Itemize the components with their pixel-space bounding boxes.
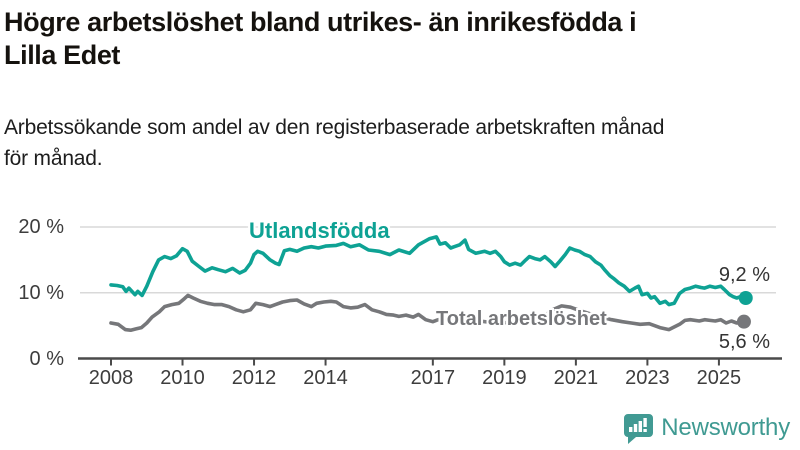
x-axis-label: 2025 bbox=[696, 367, 742, 389]
line-chart: Utlandsfödda Total arbetslöshet 9,2 % 5,… bbox=[0, 200, 800, 400]
series-end-dot bbox=[736, 314, 751, 329]
newsworthy-logo[interactable]: Newsworthy bbox=[620, 411, 790, 445]
bar-chart-speech-bubble-icon bbox=[624, 414, 654, 444]
x-axis-label: 2019 bbox=[482, 367, 527, 389]
x-axis-label: 2023 bbox=[625, 367, 670, 389]
series-line bbox=[109, 293, 746, 332]
subtitle-line-2: för månad. bbox=[4, 147, 103, 170]
x-axis-label: 2014 bbox=[303, 367, 348, 389]
title-line-1: Högre arbetslöshet bland utrikes- än inr… bbox=[4, 7, 637, 37]
x-axis-label: 2008 bbox=[88, 367, 134, 389]
page-title: Högre arbetslöshet bland utrikes- än inr… bbox=[4, 6, 796, 72]
end-value-label-total: 5,6 % bbox=[718, 331, 770, 353]
x-axis-label: 2012 bbox=[231, 367, 277, 389]
subtitle-line-1: Arbetssökande som andel av den registerb… bbox=[4, 116, 665, 139]
end-value-label-utlandsfodda: 9,2 % bbox=[718, 264, 770, 286]
y-axis-label: 20 % bbox=[18, 216, 64, 238]
series-end-dot bbox=[738, 291, 753, 306]
x-axis-label: 2021 bbox=[553, 367, 599, 389]
y-axis-label: 10 % bbox=[18, 281, 64, 304]
series-label-total: Total arbetslöshet bbox=[436, 308, 607, 330]
plot-area bbox=[78, 226, 782, 366]
x-axis-label: 2017 bbox=[410, 367, 456, 389]
chart-subtitle: Arbetssökande som andel av den registerb… bbox=[4, 112, 794, 174]
x-axis-label: 2010 bbox=[160, 367, 205, 389]
y-axis-label: 0 % bbox=[29, 347, 64, 370]
newsworthy-logo-text: Newsworthy bbox=[661, 414, 790, 441]
title-line-2: Lilla Edet bbox=[4, 40, 121, 70]
series-label-utlandsfodda: Utlandsfödda bbox=[249, 218, 390, 243]
series-line bbox=[109, 235, 748, 307]
